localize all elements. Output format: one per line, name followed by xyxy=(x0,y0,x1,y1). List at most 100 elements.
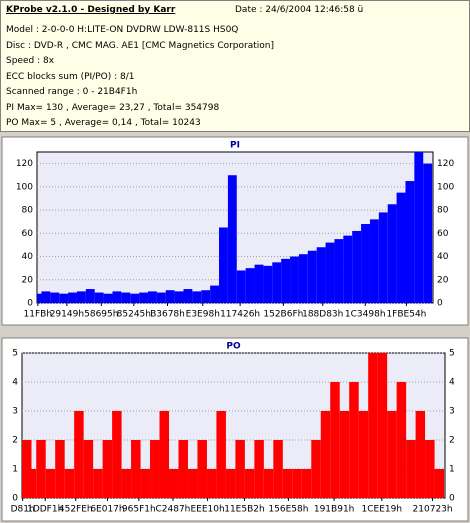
x-tick-label: C2487h xyxy=(155,505,190,515)
bar xyxy=(236,270,246,303)
bar xyxy=(192,291,202,303)
bar xyxy=(434,469,445,498)
x-tick-label: D81h xyxy=(11,505,35,515)
bar xyxy=(245,268,255,303)
x-tick-label: 188D83h xyxy=(302,310,343,320)
info-line: Speed : 8x xyxy=(6,56,55,66)
y-tick-label-right: 60 xyxy=(437,229,449,239)
bar xyxy=(169,469,179,498)
x-tick-label: 1FBE54h xyxy=(386,310,426,320)
y-tick-label-right: 0 xyxy=(449,494,455,504)
info-line: PI Max= 130 , Average= 23,27 , Total= 35… xyxy=(6,102,220,113)
bar xyxy=(311,440,321,498)
bar xyxy=(219,227,228,303)
bar xyxy=(339,411,350,498)
bar xyxy=(131,440,141,498)
bar xyxy=(103,293,113,303)
bar xyxy=(74,411,84,498)
bar xyxy=(147,291,157,303)
bar xyxy=(41,291,51,303)
bar xyxy=(292,469,302,498)
bar xyxy=(93,469,103,498)
y-tick-label-right: 80 xyxy=(437,206,449,216)
info-line: Scanned range : 0 - 21B4F1h xyxy=(6,87,138,97)
info-line: Model : 2-0-0-0 H:LITE-ON DVDRW LDW-811S… xyxy=(6,25,239,35)
bar xyxy=(165,290,175,303)
bar xyxy=(121,292,131,303)
bar xyxy=(325,242,335,303)
bar xyxy=(55,440,65,498)
bar xyxy=(369,219,379,303)
x-tick-label: 1DDF1h xyxy=(27,505,63,515)
bar xyxy=(140,469,151,498)
y-tick-label: 100 xyxy=(16,182,33,192)
bar xyxy=(102,440,113,498)
bar xyxy=(396,192,406,303)
bar xyxy=(50,292,60,303)
x-tick-label: 191B91h xyxy=(314,505,355,515)
y-tick-label-right: 4 xyxy=(449,378,455,388)
y-tick-label: 120 xyxy=(16,159,33,169)
y-tick-label: 5 xyxy=(12,349,18,359)
bar xyxy=(387,204,397,303)
y-tick-label: 0 xyxy=(12,494,18,504)
y-tick-label-right: 1 xyxy=(449,465,455,475)
y-tick-label: 1 xyxy=(12,465,18,475)
bar xyxy=(156,292,166,303)
y-tick-label-right: 40 xyxy=(437,252,449,262)
bar xyxy=(64,469,75,498)
bar xyxy=(174,291,184,303)
x-tick-label: E3E98h xyxy=(186,310,220,320)
bar xyxy=(216,411,226,498)
x-tick-label: 156E58h xyxy=(268,505,308,515)
info-line: PO Max= 5 , Average= 0,14 , Total= 10243 xyxy=(6,118,201,128)
bar xyxy=(263,265,273,303)
y-tick-label-right: 0 xyxy=(437,299,443,309)
bar xyxy=(425,440,435,498)
bar xyxy=(150,440,160,498)
y-tick-label-right: 20 xyxy=(437,275,449,285)
bar xyxy=(112,291,122,303)
y-tick-label: 40 xyxy=(22,252,34,262)
bar xyxy=(320,411,331,498)
chart-title: PO xyxy=(226,342,241,352)
bar xyxy=(423,163,433,303)
bar xyxy=(254,440,264,498)
bar xyxy=(405,181,415,303)
bar xyxy=(414,152,424,303)
bar xyxy=(183,289,193,303)
bar xyxy=(159,411,170,498)
bar xyxy=(26,469,37,498)
x-tick-label: 11E5B2h xyxy=(224,505,264,515)
x-tick-label: 1CEE19h xyxy=(362,505,403,515)
bar xyxy=(83,440,94,498)
y-tick-label-right: 5 xyxy=(449,349,455,359)
bar xyxy=(197,440,207,498)
y-tick-label: 20 xyxy=(22,275,34,285)
bar xyxy=(343,235,353,303)
app-title: KProbe v2.1.0 - Designed by Karr xyxy=(6,5,176,15)
bar xyxy=(254,264,264,303)
bar xyxy=(206,469,217,498)
bar xyxy=(352,230,362,303)
bar xyxy=(94,292,104,303)
x-tick-label: 85245h xyxy=(117,310,151,320)
bar xyxy=(396,382,407,498)
x-tick-label: 452FEh xyxy=(59,505,93,515)
bar xyxy=(406,440,416,498)
x-tick-label: B3678h xyxy=(150,310,185,320)
y-tick-label-right: 120 xyxy=(437,159,454,169)
y-tick-label: 4 xyxy=(12,378,18,388)
y-tick-label: 2 xyxy=(12,436,18,446)
bar xyxy=(316,247,326,303)
info-panel: KProbe v2.1.0 - Designed by Karr Date : … xyxy=(0,0,470,132)
bar xyxy=(307,250,317,303)
bar xyxy=(178,440,188,498)
info-line: ECC blocks sum (PI/PO) : 8/1 xyxy=(6,71,135,82)
bar xyxy=(298,254,308,303)
x-tick-label: 29149h xyxy=(50,310,84,320)
y-tick-label: 60 xyxy=(22,229,34,239)
bar xyxy=(187,469,198,498)
bar xyxy=(301,469,312,498)
